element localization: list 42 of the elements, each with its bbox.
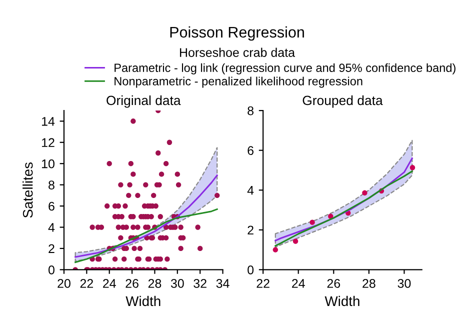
x-tick-label: 20	[58, 279, 70, 288]
y-tick-label: 0	[48, 265, 54, 274]
chart-title: Original data	[106, 95, 181, 108]
y-tick-label: 6	[248, 146, 254, 155]
legend-label: Nonparametric - penalized likelihood regression	[114, 76, 362, 88]
y-tick-label: 8	[48, 180, 54, 190]
chart-title: Grouped data	[302, 95, 383, 108]
y-tick-label: 4	[48, 223, 55, 232]
x-tick-label: 28	[148, 279, 162, 288]
line-series	[74, 208, 218, 264]
point	[410, 165, 416, 170]
y-tick-label: 0	[248, 265, 254, 274]
y-axis-title: Satellites	[22, 162, 33, 218]
x-tick-label: 30	[170, 279, 184, 288]
y-tick-label: 4	[247, 186, 254, 195]
x-tick-label: 30	[398, 279, 411, 288]
x-tick-label: 26	[126, 279, 138, 288]
y-tick-label: 2	[248, 226, 254, 234]
point	[292, 238, 298, 244]
point	[362, 190, 368, 196]
point	[272, 247, 278, 252]
y-tick-label: 14	[42, 117, 55, 126]
y-tick-label: 12	[42, 138, 54, 147]
line-series	[74, 174, 218, 258]
y-tick-label: 8	[248, 106, 254, 116]
x-tick-label: 26	[327, 279, 340, 288]
point	[310, 220, 315, 225]
x-tick-label: 22	[256, 279, 270, 288]
y-tick-label: 2	[48, 244, 54, 253]
text: Horseshoe crab data	[180, 48, 296, 57]
x-tick-label: 22	[80, 279, 93, 288]
x-tick-label: 24	[103, 279, 116, 288]
x-axis-title: Width	[126, 296, 160, 306]
x-tick-label: 32	[194, 279, 206, 288]
text: Poisson Regression	[170, 26, 304, 41]
y-tick-label: 6	[48, 202, 54, 211]
legend-label: Parametric - log link (regression curve and 95% confidence band)	[114, 63, 456, 74]
x-tick-label: 24	[292, 279, 305, 288]
x-tick-label: 34	[216, 279, 230, 288]
x-axis-title: Width	[324, 296, 360, 306]
x-tick-label: 28	[362, 279, 376, 288]
y-tick-label: 10	[42, 159, 54, 168]
